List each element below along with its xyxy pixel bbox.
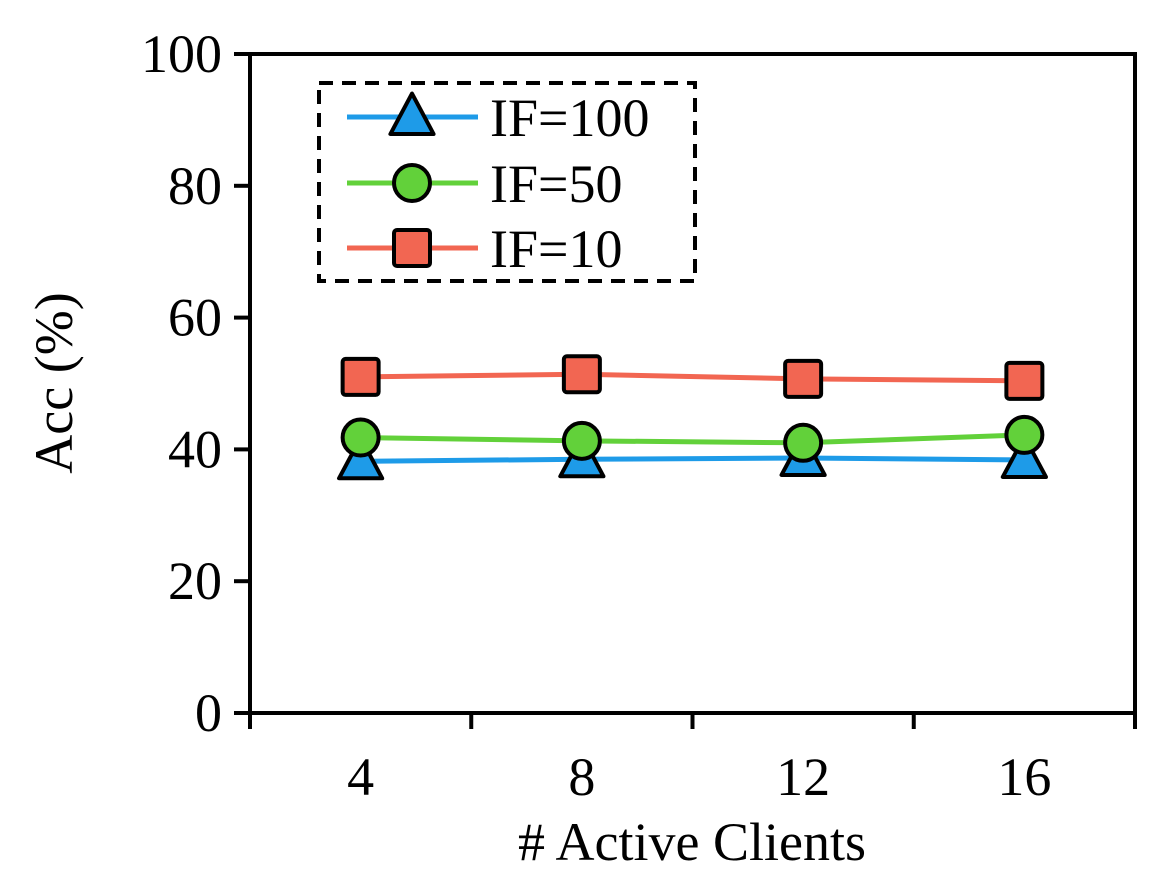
legend-label: IF=50 — [490, 154, 622, 214]
x-axis: 4 8 12 16 — [248, 713, 1137, 807]
data-point — [783, 422, 824, 463]
x-tick-label: 12 — [776, 747, 830, 807]
data-point — [340, 417, 381, 458]
y-axis: 0 20 40 60 80 100 — [141, 24, 250, 743]
x-tick-label: 4 — [347, 747, 374, 807]
x-tick-label: 8 — [568, 747, 595, 807]
data-point — [783, 358, 824, 399]
data-point — [337, 435, 385, 481]
series-layer — [337, 354, 1048, 481]
legend-label: IF=10 — [490, 219, 622, 279]
y-tick-label: 100 — [141, 24, 222, 84]
y-tick-label: 40 — [168, 419, 222, 479]
y-tick-label: 80 — [168, 156, 222, 216]
x-tick-label: 16 — [997, 747, 1051, 807]
series-line — [360, 455, 1025, 464]
data-point — [340, 356, 381, 397]
data-point — [1000, 434, 1048, 479]
series-line — [360, 432, 1025, 446]
series-line — [360, 371, 1025, 384]
legend-marker — [392, 163, 432, 203]
data-point — [561, 420, 602, 461]
y-tick-label: 20 — [168, 551, 222, 611]
data-point — [561, 354, 602, 395]
legend-marker — [388, 91, 436, 137]
y-tick-label: 0 — [195, 683, 222, 743]
y-axis-title: Acc (%) — [24, 292, 84, 473]
y-tick-label: 60 — [168, 288, 222, 348]
legend-label: IF=100 — [490, 88, 649, 148]
x-axis-title: # Active Clients — [518, 812, 866, 872]
data-point — [1004, 360, 1045, 401]
data-point — [1004, 414, 1045, 455]
legend-marker — [392, 228, 432, 268]
